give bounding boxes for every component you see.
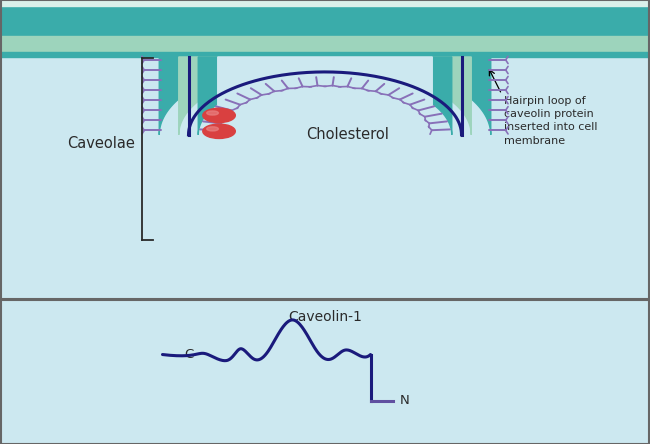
Text: Caveolin-1: Caveolin-1 <box>288 310 362 324</box>
Ellipse shape <box>207 127 218 131</box>
Polygon shape <box>159 57 491 135</box>
Text: Caveolae: Caveolae <box>67 136 135 151</box>
Polygon shape <box>218 57 432 135</box>
Text: Cholesterol: Cholesterol <box>306 127 389 143</box>
Polygon shape <box>198 57 452 135</box>
Text: C: C <box>185 348 194 361</box>
Text: Hairpin loop of
caveolin protein
inserted into cell
membrane: Hairpin loop of caveolin protein inserte… <box>504 96 597 146</box>
Text: N: N <box>400 394 410 407</box>
Polygon shape <box>179 57 471 135</box>
Ellipse shape <box>203 124 235 139</box>
Ellipse shape <box>203 108 235 123</box>
Ellipse shape <box>207 111 218 115</box>
